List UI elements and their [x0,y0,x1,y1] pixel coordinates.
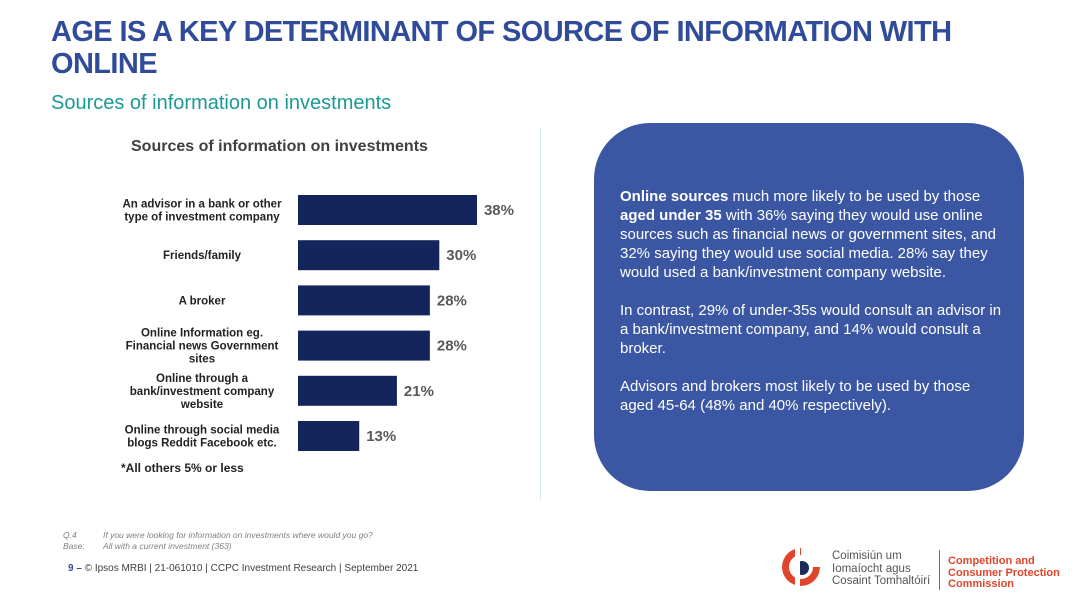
category-label-3: Online Information eg. Financial news Gov… [126,328,279,366]
callout-paragraph-3: Advisors and brokers most likely to be u… [620,378,971,414]
logo-english-line: Commission [948,578,1015,590]
callout-paragraph-2: In contrast, 29% of under-35s would cons… [620,302,1002,357]
chart-note: *All others 5% or less [121,461,244,475]
base-text: All with a current investment (363) [103,541,232,551]
base-tag: Base: [63,541,85,551]
footer-credit: © Ipsos MRBI | 21-061010 | CCPC Investme… [84,563,419,574]
divider [540,128,541,500]
bar-3 [298,330,430,361]
footer: 9 – © Ipsos MRBI | 21-061010 | CCPC Inve… [68,563,418,574]
bar-5 [298,421,360,451]
base-footnote: Base: All with a current investment (363) [63,541,232,551]
logo-english-line: Consumer Protection [948,566,1060,579]
ccpc-logo-mark-icon [782,544,820,590]
question-text: If you were looking for information on i… [103,530,373,540]
callout-box: Online sources much more likely to be us… [594,123,1024,491]
ccpc-logo: Coimisiún um Iomaíocht agus Cosaint Tomh… [778,544,1078,600]
bar-4 [298,375,397,406]
page-dash: – [76,563,82,574]
value-label-2: 28% [437,292,467,309]
callout-text: with 36% saying they would use online so… [620,207,997,281]
bar-chart: 38% An advisor in a bank or other type of … [122,195,514,451]
bar-1 [298,240,440,271]
page-subtitle: Sources of information on investments [51,92,392,114]
logo-separator [939,550,940,590]
logo-irish-line: Coimisiún um [832,550,902,562]
value-label-3: 28% [437,338,467,355]
page-number: 9 [68,563,74,574]
page-title: AGE IS A KEY DETERMINANT OF SOURCE OF IN… [51,16,952,80]
callout-paragraph-1: Online sources much more likely to be us… [620,187,1002,282]
category-label-4: Online through a bank/investment company w… [130,373,275,411]
value-label-5: 13% [366,428,396,445]
value-label-0: 38% [484,202,514,219]
bar-0 [298,195,477,225]
chart-title: Sources of information on investments [131,138,428,155]
question-footnote: Q.4 If you were looking for information o… [63,530,373,540]
category-label-2: A broker [179,295,226,307]
callout-strong-age: aged under 35 [620,207,722,224]
category-label-5: Online through social media blogs Reddit … [125,425,280,450]
category-label-0: An advisor in a bank or other type of inv… [122,199,282,224]
logo-irish-name: Coimisiún um Iomaíocht agus Cosaint Tomh… [832,550,930,588]
logo-english-name: Competition and Consumer Protection Comm… [948,555,1060,591]
question-tag: Q.4 [63,530,77,540]
callout-strong-online: Online sources [620,188,729,205]
bar-2 [298,285,430,316]
category-label-1: Friends/family [163,250,242,262]
value-label-1: 30% [446,247,476,264]
logo-english-line: Competition and [948,555,1035,567]
logo-irish-line: Iomaíocht agus [832,562,911,575]
value-label-4: 21% [404,383,434,400]
logo-irish-line: Cosaint Tomhaltóirí [832,575,931,587]
callout-text: much more likely to be used by those [728,188,981,205]
